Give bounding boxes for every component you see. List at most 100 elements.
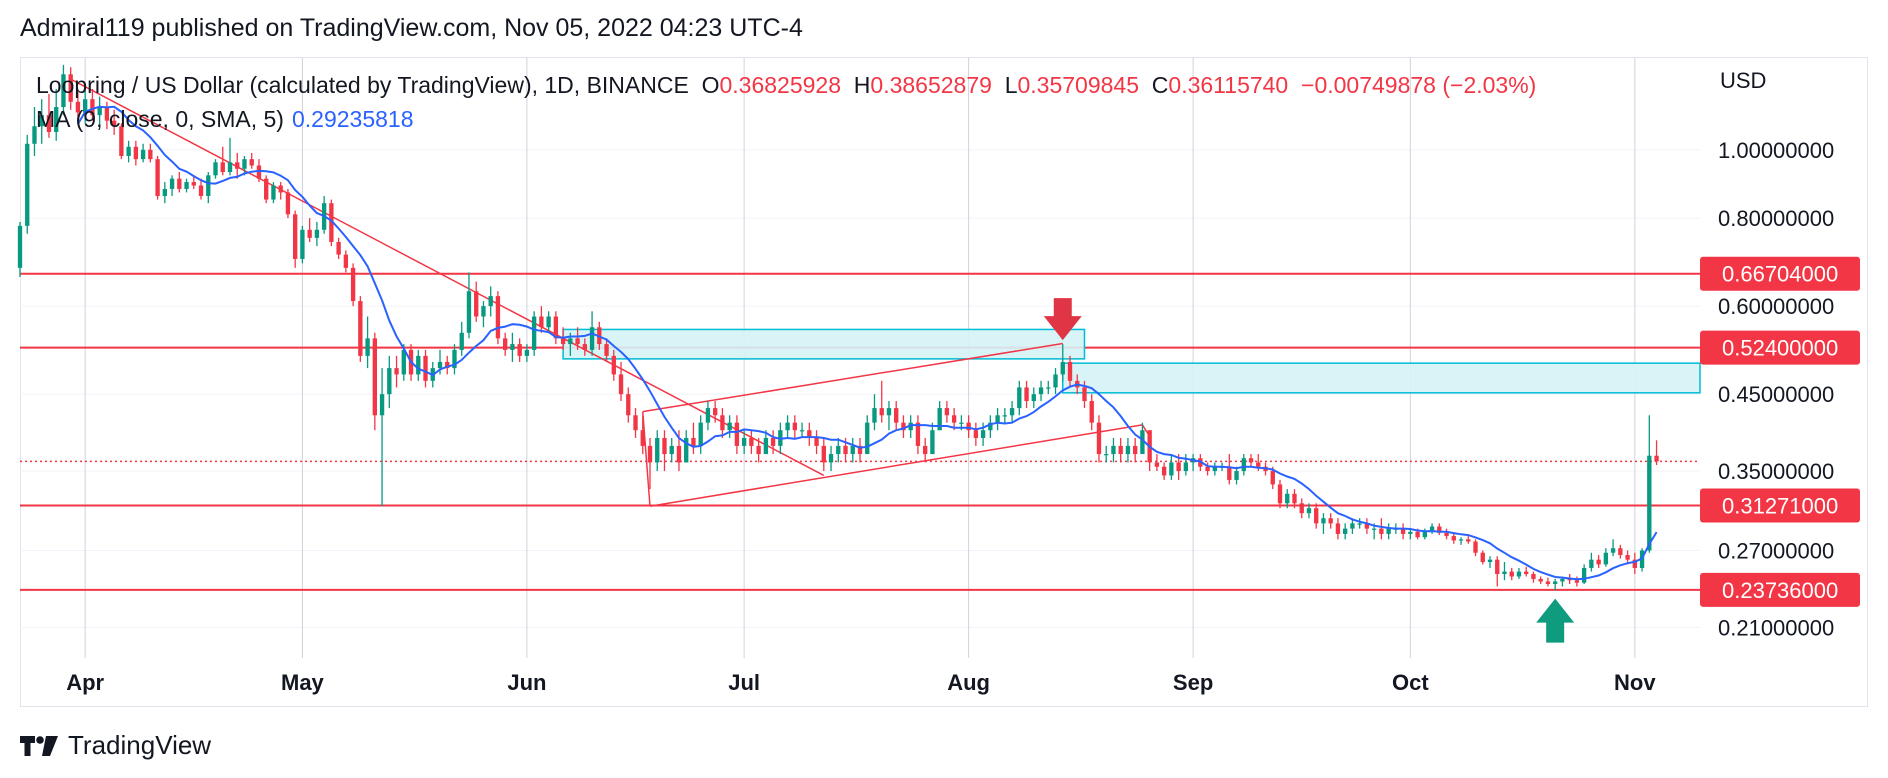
level-label-bg <box>1700 572 1860 607</box>
ma-label[interactable]: MA (9, close, 0, SMA, 5) <box>36 106 284 132</box>
symbol-title[interactable]: Loopring / US Dollar (calculated by Trad… <box>36 72 689 98</box>
candle-body <box>271 185 276 200</box>
trendlines-layer <box>70 78 1151 507</box>
candle-body <box>966 422 971 431</box>
candle-body <box>1480 552 1485 563</box>
candle-body <box>611 355 616 375</box>
candle-body <box>206 175 211 196</box>
candle-body <box>293 214 298 259</box>
candle-body <box>474 291 479 317</box>
candle-body <box>1299 503 1304 514</box>
candle-body <box>1444 532 1449 537</box>
candle-body <box>372 338 377 416</box>
candle-body <box>1502 571 1507 575</box>
candle-body <box>184 182 189 189</box>
candle-body <box>155 159 160 196</box>
y-tick-label: 0.35000000 <box>1718 459 1834 484</box>
candle-body <box>1386 528 1391 534</box>
candle-body <box>713 408 718 416</box>
candle-body <box>126 146 131 157</box>
candle-body <box>785 422 790 431</box>
candle-body <box>1314 508 1319 524</box>
ohlc-legend: Loopring / US Dollar (calculated by Trad… <box>36 72 1536 99</box>
candle-body <box>379 394 385 416</box>
candle-body <box>1538 578 1543 582</box>
candle-body <box>1234 471 1239 480</box>
footer-brand[interactable]: TradingView <box>20 730 211 761</box>
candle-body <box>365 338 370 356</box>
candle-body <box>1082 387 1087 402</box>
sell-arrow-icon <box>1043 298 1082 341</box>
candle-body <box>640 430 645 446</box>
candle-body <box>1625 555 1630 560</box>
candle-body <box>148 149 153 160</box>
candle-body <box>843 445 848 455</box>
candle-body <box>1422 530 1427 538</box>
high-label: H <box>853 72 871 98</box>
candle-body <box>568 338 573 345</box>
candle-body <box>857 445 863 455</box>
candle-body <box>814 437 819 446</box>
candle-body <box>104 107 110 121</box>
candle-body <box>1379 528 1384 534</box>
candle-body <box>256 165 262 179</box>
candle-body <box>416 355 421 375</box>
buy-arrow-icon <box>1536 598 1575 643</box>
candle-body <box>1371 528 1377 530</box>
ma-line <box>77 105 1658 581</box>
candle-body <box>452 349 457 369</box>
candle-body <box>495 296 501 339</box>
candle-body <box>937 408 942 431</box>
candle-body <box>589 327 595 350</box>
x-tick-label: Oct <box>1392 670 1429 695</box>
candle-body <box>908 422 913 431</box>
candle-body <box>510 344 515 350</box>
candle-body <box>329 203 334 242</box>
y-tick-label: 0.60000000 <box>1718 294 1834 319</box>
candle-body <box>1292 493 1297 504</box>
candle-body <box>17 225 23 268</box>
candle-body <box>1581 567 1587 583</box>
brand-name: TradingView <box>68 730 212 760</box>
x-tick-label: Jul <box>728 670 760 695</box>
candle-body <box>191 182 196 186</box>
x-tick-label: Aug <box>947 670 990 695</box>
candle-body <box>1154 462 1160 467</box>
candle-body <box>763 437 769 455</box>
candle-body <box>1531 574 1536 579</box>
candle-body <box>1364 523 1370 529</box>
candle-body <box>1241 458 1246 472</box>
candle-body <box>1067 361 1073 381</box>
x-tick-label: Nov <box>1614 670 1656 695</box>
level-label-bg <box>1700 256 1860 291</box>
levels-layer <box>20 272 1700 591</box>
candle-body <box>1277 484 1283 504</box>
candle-body <box>1647 455 1652 551</box>
candle-body <box>61 74 66 108</box>
x-tick-label: Jun <box>507 670 546 695</box>
candle-body <box>1473 541 1478 553</box>
candle-body <box>1002 415 1007 417</box>
candle-body <box>1183 462 1189 472</box>
candle-body <box>488 296 493 307</box>
y-tick-label: 0.45000000 <box>1718 382 1834 407</box>
candle-body <box>850 445 855 455</box>
candle-body <box>1610 548 1616 553</box>
candle-body <box>676 445 682 463</box>
candle-body <box>1429 526 1435 531</box>
price-axis: 1.00000000 0.80000000 0.60000000 0.45000000… <box>1700 138 1860 640</box>
chart-pane[interactable] <box>20 57 1868 707</box>
candle-body <box>278 185 283 193</box>
x-tick-label: Apr <box>66 670 104 695</box>
candle-body <box>741 437 747 446</box>
candle-body <box>973 430 979 438</box>
tradingview-logo-icon <box>20 735 58 756</box>
candle-body <box>582 344 587 350</box>
ma-value: 0.29235818 <box>291 106 414 132</box>
y-tick-label: 0.80000000 <box>1718 206 1834 231</box>
candle-body <box>343 254 349 268</box>
candle-body <box>821 445 826 463</box>
candle-body <box>1553 581 1558 584</box>
candle-body <box>901 422 906 431</box>
